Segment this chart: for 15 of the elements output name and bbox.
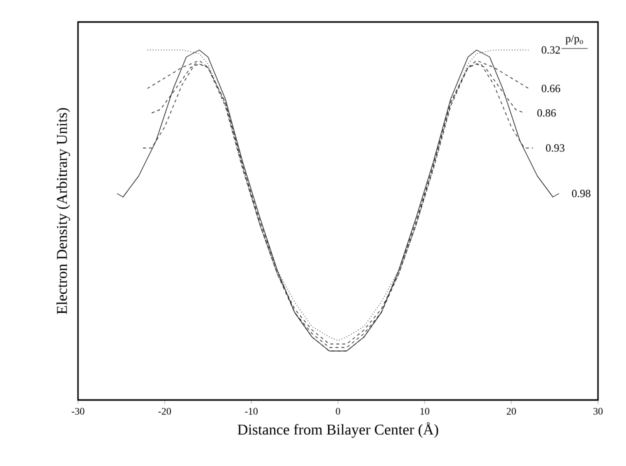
series-label: 0.93 bbox=[546, 144, 564, 152]
x-tick-label: 30 bbox=[593, 408, 603, 415]
x-tick-label: 10 bbox=[420, 408, 430, 415]
x-tick-label: -10 bbox=[245, 408, 258, 415]
x-tick-label: -30 bbox=[72, 408, 84, 415]
x-axis-title: Distance from Bilayer Center (Å) bbox=[238, 422, 438, 438]
x-tick-label: 20 bbox=[506, 408, 516, 415]
series-label: 0.98 bbox=[572, 190, 590, 198]
series-label: 0.32 bbox=[542, 46, 560, 54]
series-label: 0.86 bbox=[537, 109, 556, 117]
series-label: 0.66 bbox=[542, 84, 560, 92]
y-axis-title: Electron Density (Arbitrary Units) bbox=[56, 108, 70, 314]
legend-title: p/p$_{o}$ bbox=[566, 34, 584, 45]
x-tick-label: 0 bbox=[336, 408, 340, 415]
x-tick-label: -20 bbox=[158, 408, 171, 415]
